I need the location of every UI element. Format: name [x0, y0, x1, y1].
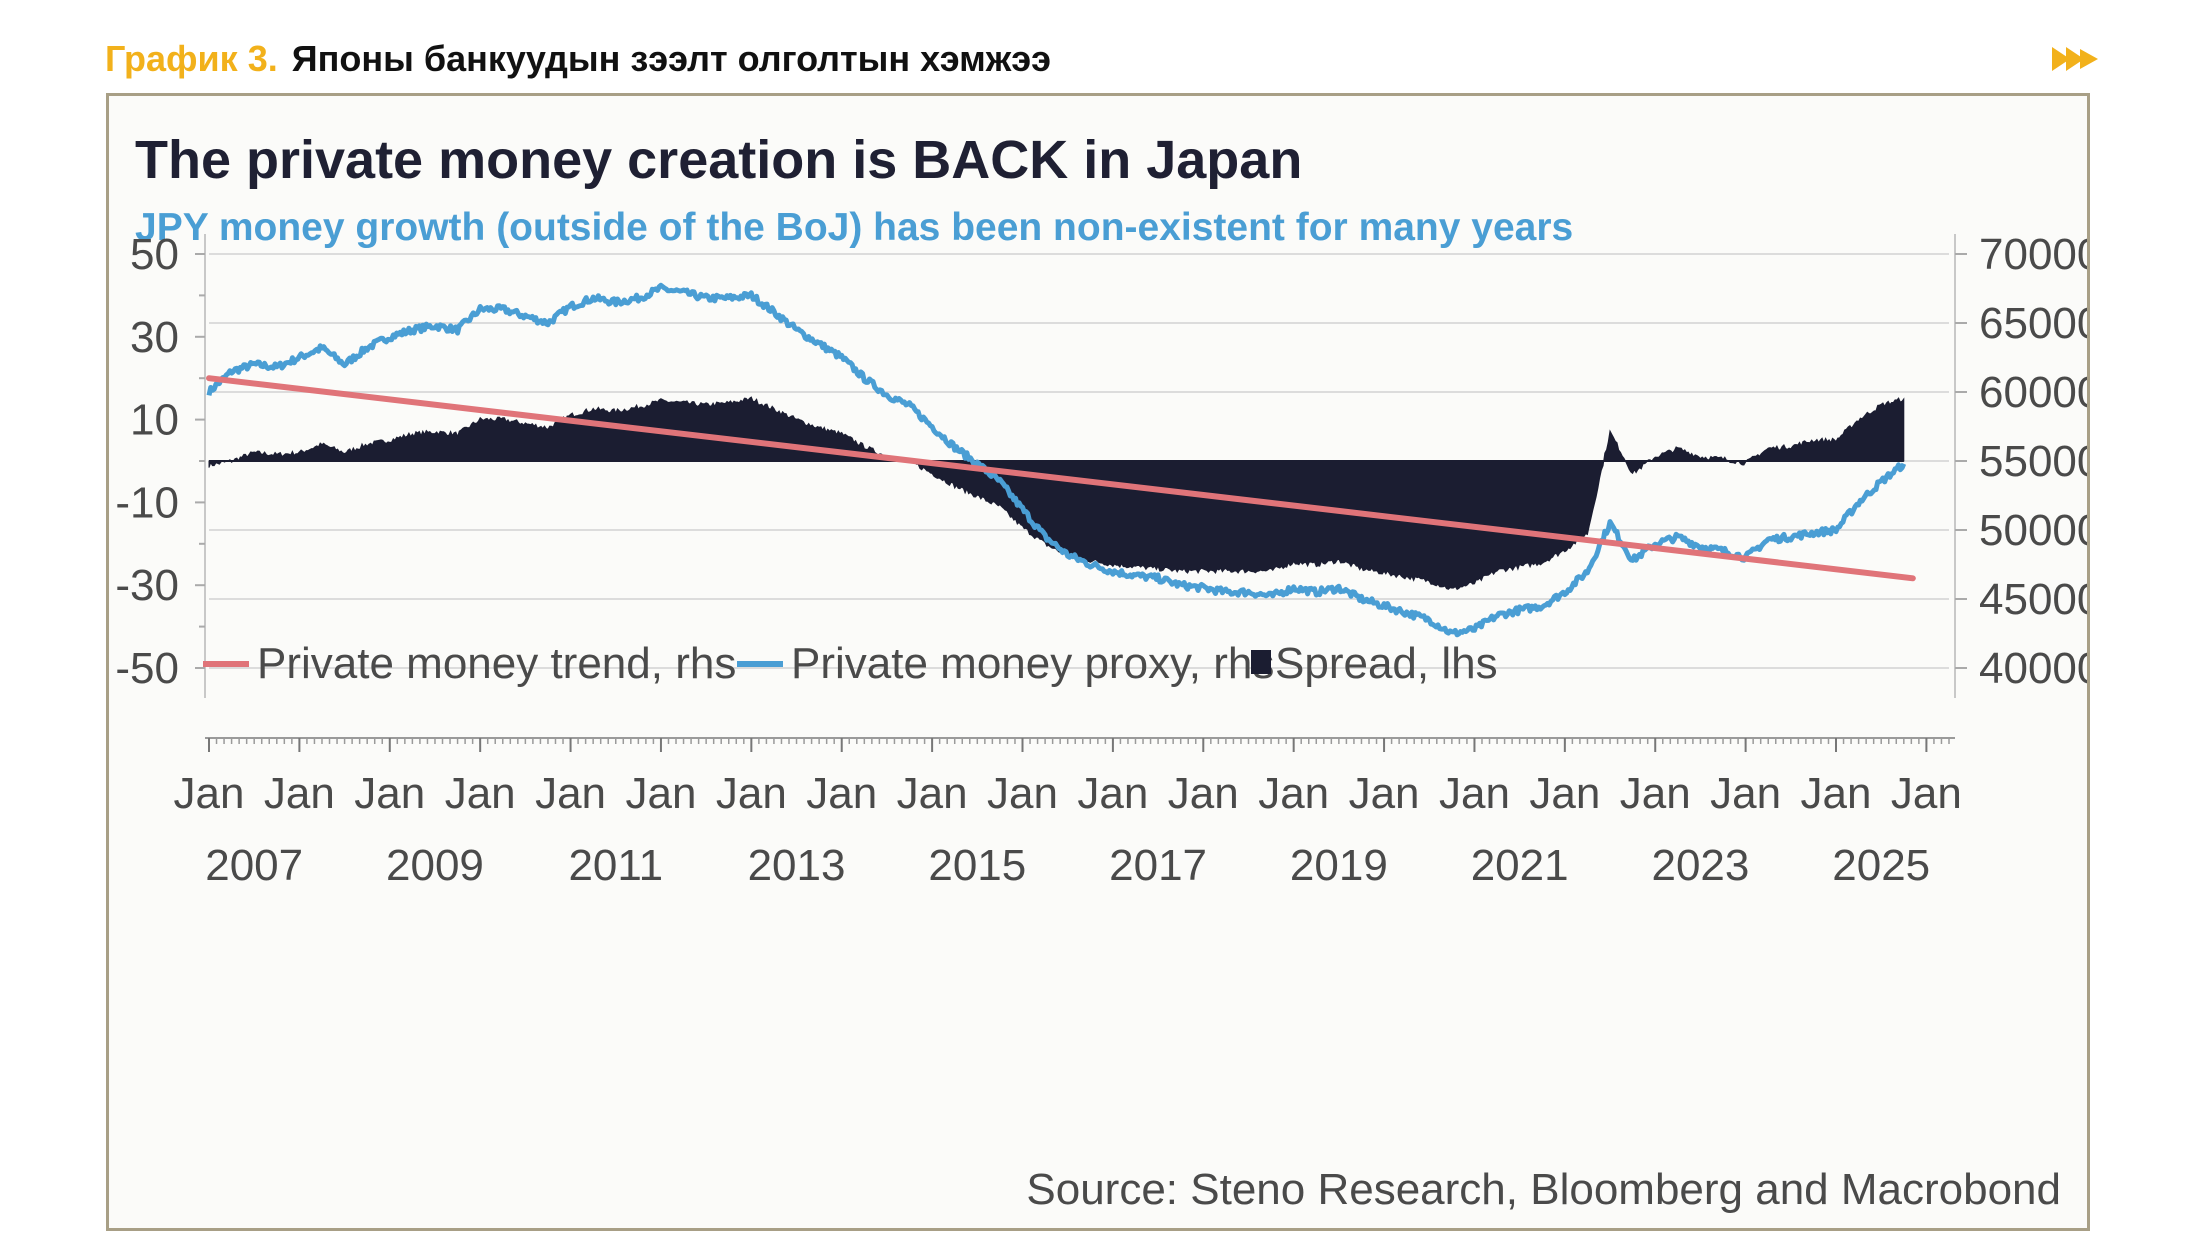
x-axis-tick-label-month: Jan	[987, 769, 1058, 818]
chart-subtitle: JPY money growth (outside of the BoJ) ha…	[135, 206, 1573, 249]
legend-item-spread: Spread, lhs	[1251, 639, 1498, 688]
left-axis-tick-label: -50	[115, 644, 179, 693]
x-axis-tick-label-year: 2017	[1109, 841, 1207, 890]
chart: The private money creation is BACK in Ja…	[115, 130, 2087, 1214]
x-axis-tick-label-year: 2011	[568, 841, 663, 890]
right-axis-tick-label: 550000	[1979, 437, 2087, 486]
x-axis-tick-label-month: Jan	[1258, 769, 1329, 818]
x-axis-tick-label-month: Jan	[354, 769, 425, 818]
left-axis-tick-label: 30	[130, 313, 179, 362]
spread-area	[208, 396, 1905, 591]
x-axis-tick-label-month: Jan	[716, 769, 787, 818]
axes: 50 30 10 -10 -30 -50 700000 650000 600000 550000 5…	[115, 230, 2087, 890]
trend-line	[206, 375, 1916, 582]
x-axis-tick-label-year: 2009	[386, 841, 484, 890]
chart-frame: The private money creation is BACK in Ja…	[106, 93, 2090, 1231]
x-axis-tick-label-month: Jan	[535, 769, 606, 818]
x-axis-tick-label-year: 2025	[1832, 841, 1930, 890]
right-axis-tick-label: 500000	[1979, 506, 2087, 555]
x-axis-tick-label-month: Jan	[1349, 769, 1420, 818]
series-layer	[206, 282, 1916, 638]
legend-label: Private money proxy, rhs	[791, 639, 1274, 688]
x-axis-tick-label-month: Jan	[1891, 769, 1962, 818]
legend: Private money trend, rhs Private money pr…	[203, 639, 1498, 688]
x-axis-tick-label-month: Jan	[625, 769, 696, 818]
x-axis-tick-label-month: Jan	[1801, 769, 1872, 818]
x-axis-tick-label-month: Jan	[1168, 769, 1239, 818]
x-axis-tick-label-month: Jan	[174, 769, 245, 818]
right-axis-tick-label: 650000	[1979, 299, 2087, 348]
right-axis-tick-label: 600000	[1979, 368, 2087, 417]
legend-swatch	[1251, 650, 1271, 674]
source-note: Source: Steno Research, Bloomberg and Ma…	[1026, 1165, 2061, 1214]
left-axis-tick-label: 10	[130, 396, 179, 445]
legend-label: Spread, lhs	[1275, 639, 1498, 688]
right-axis-tick-label: 700000	[1979, 230, 2087, 279]
figure-number: График 3.	[105, 38, 278, 79]
x-axis-tick-label-month: Jan	[1077, 769, 1148, 818]
x-axis-tick-label-year: 2019	[1290, 841, 1388, 890]
left-axis-tick-label: -10	[115, 478, 179, 527]
x-axis-tick-label-month: Jan	[806, 769, 877, 818]
right-axis-tick-label: 450000	[1979, 575, 2087, 624]
x-axis-tick-label-year: 2015	[928, 841, 1026, 890]
figure-header: График 3. Японы банкуудын зээлт олголтын …	[105, 38, 1051, 80]
right-axis-tick-label: 400000	[1979, 644, 2087, 693]
left-axis-tick-label: 50	[130, 230, 179, 279]
x-axis-tick-label-month: Jan	[264, 769, 335, 818]
x-axis-tick-label-year: 2021	[1471, 841, 1569, 890]
legend-item-trend: Private money trend, rhs	[203, 639, 736, 688]
double-chevron-right-icon	[2052, 47, 2098, 71]
chart-title: The private money creation is BACK in Ja…	[135, 130, 1302, 190]
x-axis-tick-label-month: Jan	[1529, 769, 1600, 818]
figure-title: Японы банкуудын зээлт олголтын хэмжээ	[291, 38, 1052, 79]
x-axis-tick-label-month: Jan	[1620, 769, 1691, 818]
x-axis-tick-label-month: Jan	[1710, 769, 1781, 818]
x-axis-tick-label-year: 2007	[205, 841, 303, 890]
x-axis-tick-label-month: Jan	[445, 769, 516, 818]
legend-item-proxy: Private money proxy, rhs	[737, 639, 1274, 688]
x-axis-tick-label-month: Jan	[897, 769, 968, 818]
x-axis-tick-label-year: 2013	[748, 841, 846, 890]
x-axis-tick-label-year: 2023	[1651, 841, 1749, 890]
x-axis-tick-label-month: Jan	[1439, 769, 1510, 818]
left-axis-tick-label: -30	[115, 561, 179, 610]
legend-label: Private money trend, rhs	[257, 639, 736, 688]
